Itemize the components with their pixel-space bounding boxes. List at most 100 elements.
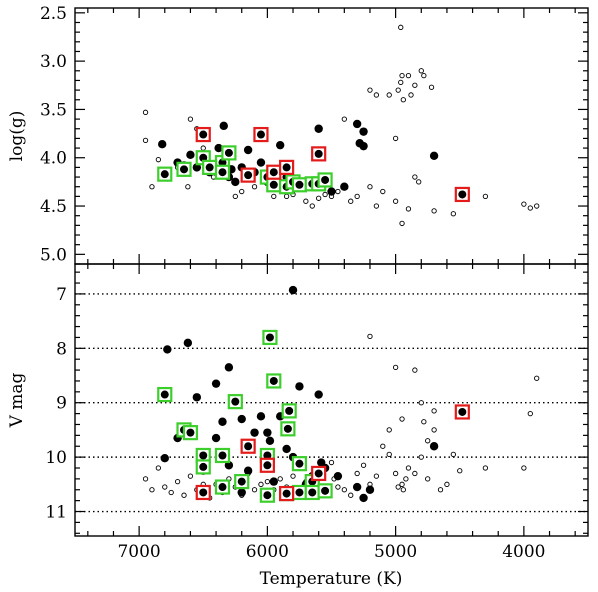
- logg-point-open: [367, 87, 373, 93]
- vmag-point-green-square: [280, 421, 296, 437]
- vmag-point-open: [367, 333, 373, 340]
- vmag-point-green-square: [214, 447, 231, 464]
- logg-point-open: [142, 137, 149, 143]
- vmag-point-open: [290, 473, 296, 479]
- logg-y-tick-label: 4.5: [40, 197, 67, 217]
- logg-point-open: [271, 193, 277, 200]
- vmag-point-open: [258, 481, 264, 487]
- logg-point-filled: [214, 143, 223, 153]
- vmag-point-open: [400, 487, 406, 493]
- logg-point-open: [149, 184, 155, 190]
- vmag-point-open: [437, 487, 444, 493]
- vmag-point-green-square: [234, 474, 250, 490]
- vmag-point-filled: [224, 461, 234, 470]
- logg-point-open: [399, 72, 405, 79]
- logg-point-open: [405, 206, 412, 212]
- logg-point-filled: [340, 182, 349, 191]
- vmag-point-open: [174, 478, 181, 485]
- logg-point-open: [521, 201, 527, 207]
- vmag-point-open: [444, 481, 450, 487]
- logg-point-open: [431, 208, 437, 214]
- vmag-point-open: [457, 468, 463, 474]
- logg-y-tick-label: 3.0: [40, 52, 67, 72]
- logg-point-filled: [359, 127, 368, 136]
- logg-point-open: [373, 203, 380, 209]
- logg-point-open: [421, 72, 427, 79]
- logg-point-open: [335, 188, 341, 195]
- logg-point-open: [395, 87, 401, 93]
- logg-point-red-square: [253, 126, 269, 143]
- vmag-point-green-square: [195, 459, 211, 475]
- logg-point-green-square: [202, 159, 218, 175]
- logg-point-filled: [327, 187, 336, 196]
- logg-point-open: [392, 135, 399, 142]
- vmag-point-filled: [352, 482, 362, 492]
- vmag-point-green-square: [259, 487, 275, 503]
- vmag-point-open: [399, 416, 405, 422]
- vmag-point-green-square: [214, 479, 231, 495]
- vmag-point-filled: [263, 428, 272, 437]
- logg-y-tick-label: 4.0: [40, 149, 67, 169]
- vmag-point-filled: [183, 338, 193, 348]
- vmag-y-tick-label: 10: [45, 448, 67, 468]
- vmag-point-open: [373, 473, 380, 479]
- vmag-point-open: [395, 484, 401, 490]
- vmag-point-open: [399, 481, 405, 487]
- vmag-y-tick-label: 11: [45, 503, 67, 523]
- logg-points: [142, 24, 540, 227]
- vmag-point-open: [534, 375, 540, 381]
- logg-point-filled: [352, 119, 362, 129]
- logg-point-open: [303, 198, 309, 204]
- x-tick-label: 5000: [374, 542, 417, 562]
- logg-point-open: [232, 193, 238, 200]
- logg-point-green-square: [176, 161, 192, 177]
- vmag-point-open: [168, 489, 174, 496]
- vmag-point-open: [482, 465, 489, 471]
- vmag-point-filled: [333, 471, 343, 481]
- vmag-point-filled: [237, 414, 246, 424]
- vmag-point-red-square: [195, 484, 211, 501]
- logg-point-green-square: [266, 177, 282, 193]
- logg-point-open: [527, 205, 533, 211]
- vmag-point-open: [142, 476, 149, 482]
- vmag-point-open: [328, 459, 335, 466]
- vmag-point-filled: [192, 393, 202, 402]
- logg-point-open: [399, 220, 405, 227]
- vmag-point-filled: [282, 444, 291, 454]
- vmag-point-red-square: [454, 404, 470, 420]
- logg-point-open: [251, 184, 258, 190]
- vmag-point-filled: [211, 379, 221, 388]
- vmag-point-filled: [237, 488, 246, 497]
- vmag-point-filled: [365, 485, 375, 494]
- x-tick-label: 7000: [117, 542, 160, 562]
- vmag-point-open: [348, 492, 354, 498]
- x-axis-label: Temperature (K): [260, 569, 403, 589]
- logg-point-filled: [158, 140, 167, 149]
- vmag-point-filled: [265, 436, 275, 445]
- logg-point-red-square: [240, 167, 256, 183]
- logg-point-open: [373, 92, 380, 98]
- vmag-point-open: [341, 487, 347, 493]
- vmag-point-open: [251, 487, 258, 493]
- vmag-point-open: [521, 465, 527, 471]
- vmag-point-green-square: [262, 329, 278, 346]
- logg-y-tick-label: 2.5: [40, 4, 67, 24]
- logg-point-filled: [276, 140, 285, 150]
- vmag-point-red-square: [279, 485, 295, 502]
- logg-point-open: [408, 92, 414, 98]
- logg-ticks: 2.5 3.0 3.5 4.0 4.5 5.0: [40, 4, 588, 265]
- vmag-point-open: [149, 487, 155, 493]
- logg-plot-frame: [74, 7, 589, 265]
- vmag-point-green-square: [291, 484, 308, 501]
- vmag-point-open: [403, 476, 409, 482]
- logg-point-filled: [231, 177, 240, 187]
- logg-panel: 2.5 3.0 3.5 4.0 4.5 5.0 log(g): [7, 4, 589, 265]
- vmag-point-green-square: [317, 483, 333, 499]
- logg-point-filled: [243, 145, 253, 155]
- vmag-point-green-square: [291, 456, 308, 472]
- logg-point-open: [380, 188, 386, 195]
- logg-point-open: [187, 116, 194, 122]
- vmag-point-filled: [243, 466, 253, 475]
- vmag-point-filled: [269, 477, 278, 486]
- vmag-point-filled: [224, 363, 234, 372]
